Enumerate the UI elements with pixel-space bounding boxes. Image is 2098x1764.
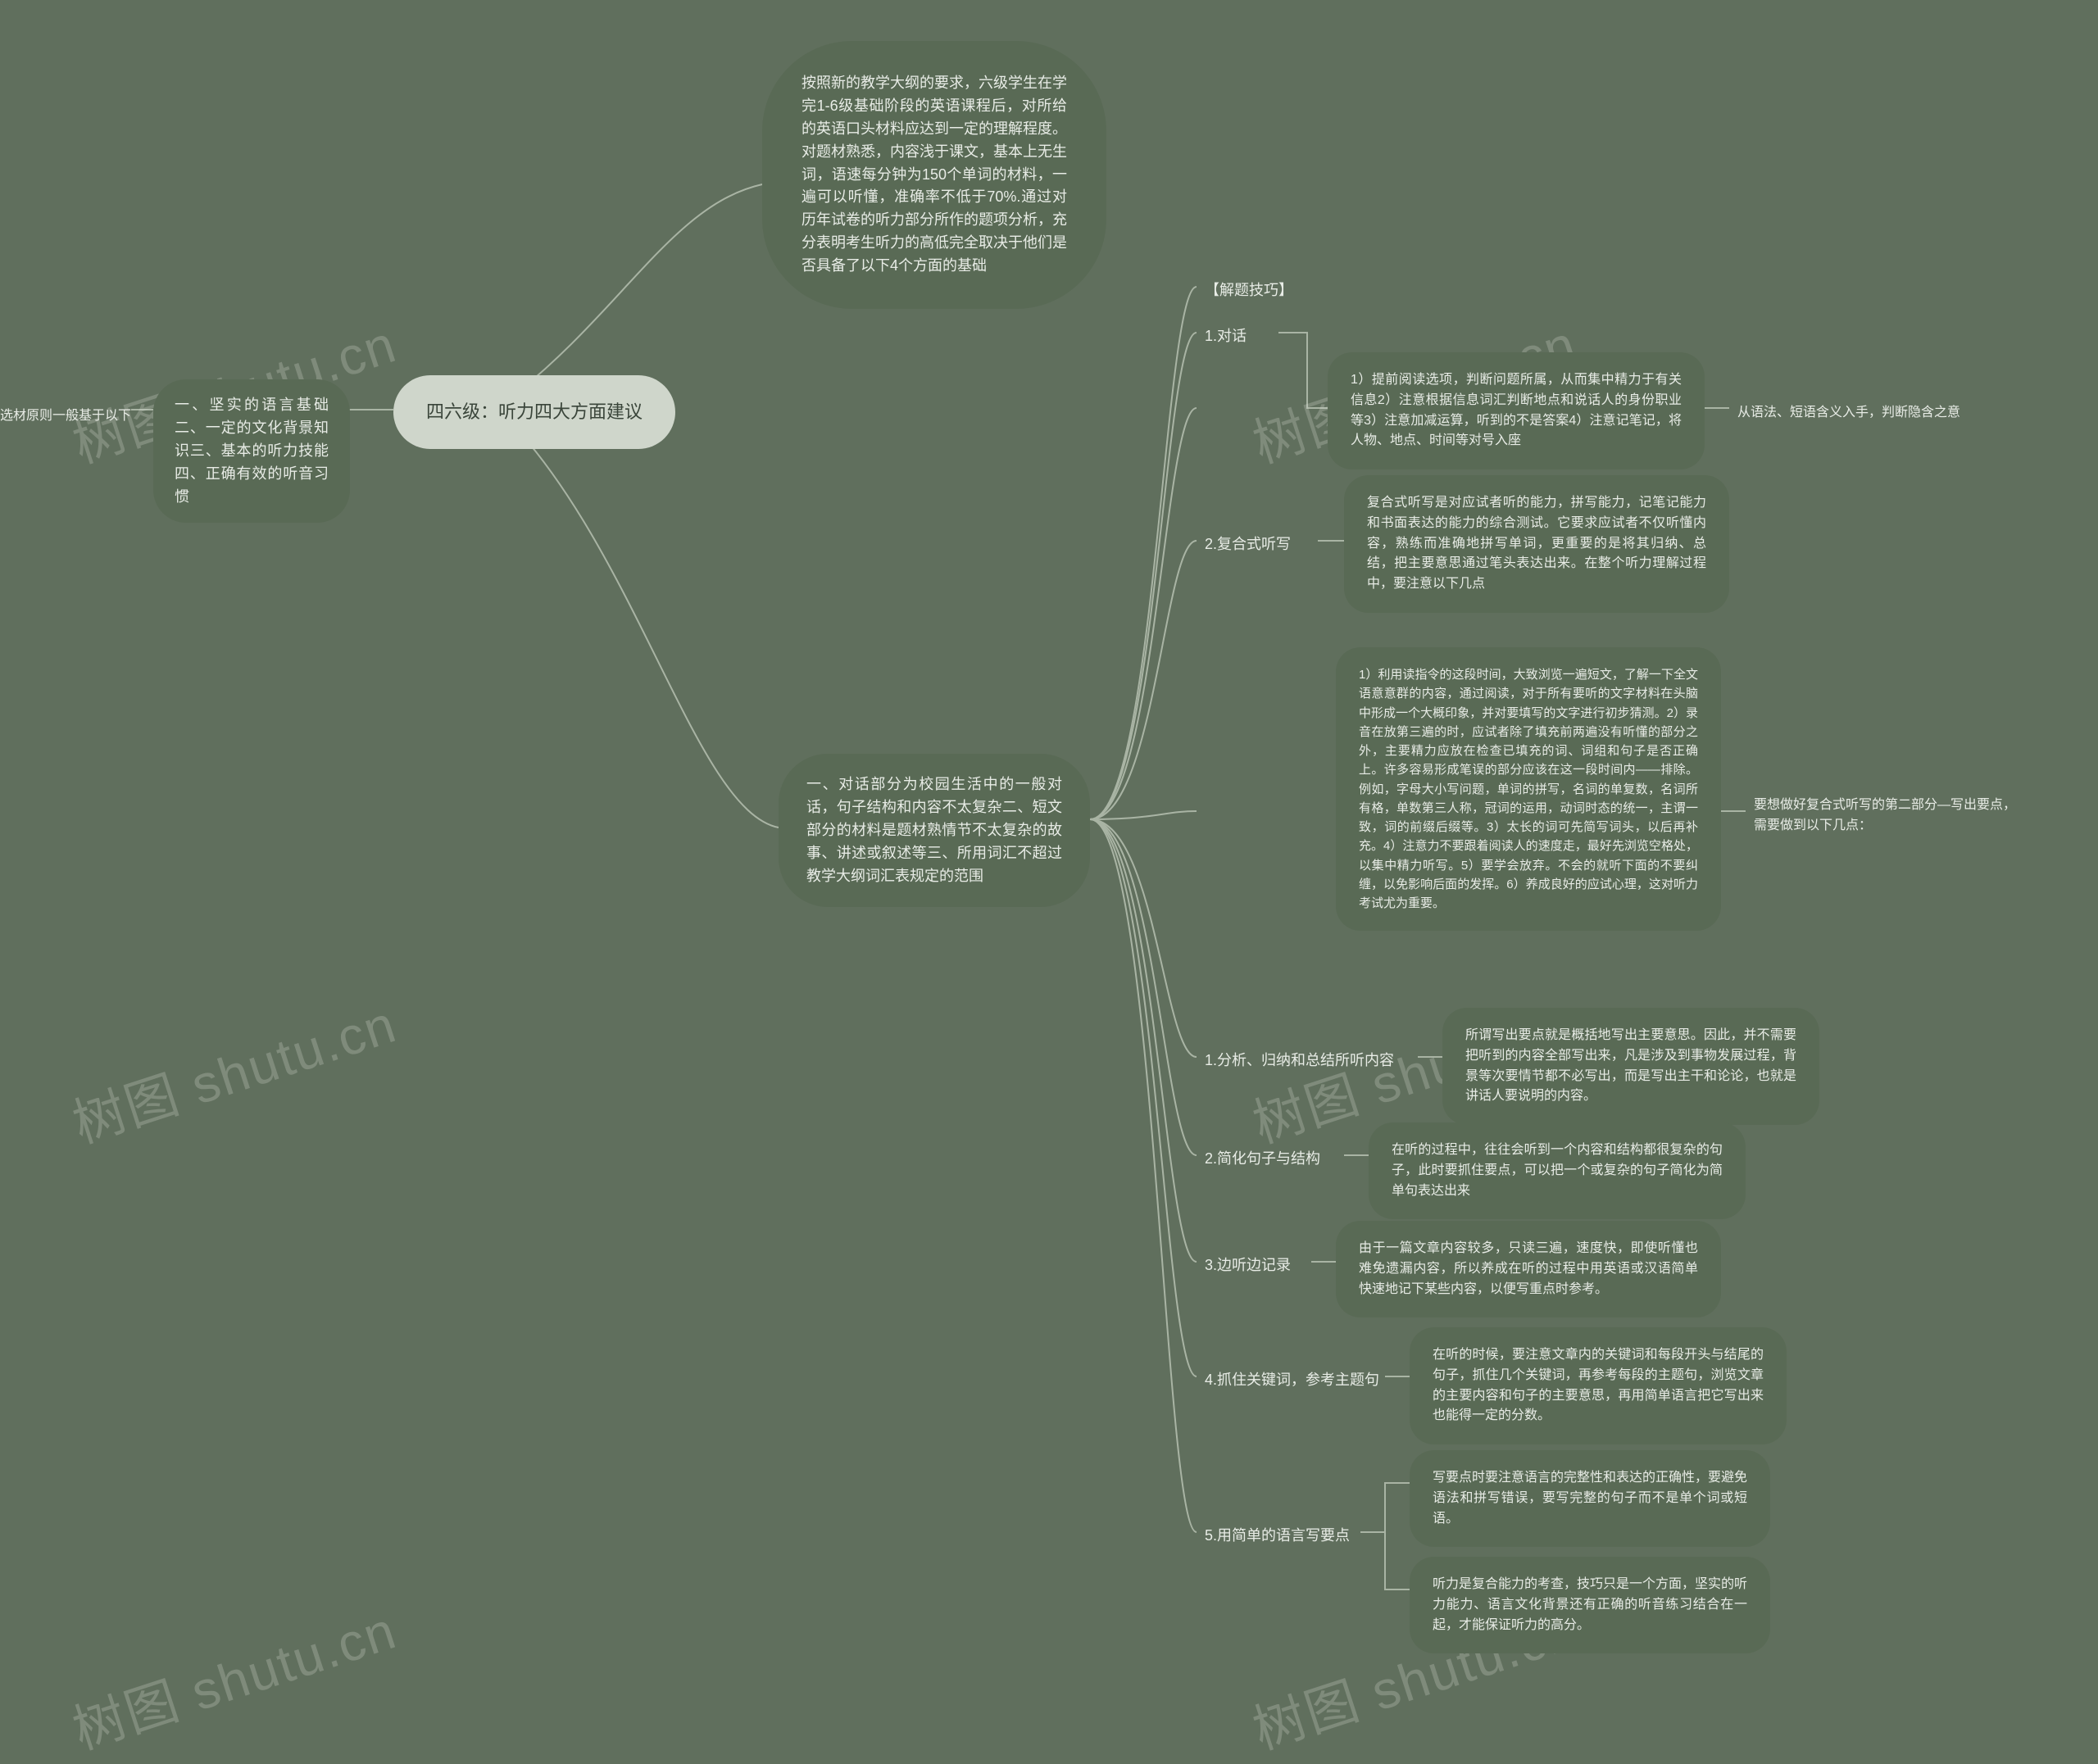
branch-left[interactable]: 一、坚实的语言基础二、一定的文化背景知识三、基本的听力技能四、正确有效的听音习惯 [153, 379, 350, 523]
item-simple-lang-detail: 写要点时要注意语言的完整性和表达的正确性，要避免语法和拼写错误，要写完整的句子而… [1410, 1450, 1770, 1547]
item-simplify-label[interactable]: 2.简化句子与结构 [1197, 1143, 1328, 1176]
item-keyword-detail: 在听的时候，要注意文章内的关键词和每段开头与结尾的句子，抓住几个关键词，再参考每… [1410, 1327, 1787, 1444]
item-dialogue-detail: 1）提前阅读选项，判断问题所属，从而集中精力于有关信息2）注意根据信息词汇判断地… [1328, 352, 1705, 469]
item-dialogue-tip: 从语法、短语含义入手，判断隐含之意 [1729, 398, 1969, 429]
branch-top[interactable]: 按照新的教学大纲的要求，六级学生在学完1-6级基础阶段的英语课程后，对所给的英语… [762, 41, 1106, 309]
item-record-label[interactable]: 3.边听边记录 [1197, 1249, 1299, 1282]
item-compound-steps-tip: 要想做好复合式听写的第二部分—写出要点，需要做到以下几点： [1746, 791, 2024, 841]
item-simplify-detail: 在听的过程中，往往会听到一个内容和结构都很复杂的句子，此时要抓住要点，可以把一个… [1369, 1122, 1746, 1219]
branch-section[interactable]: 一、对话部分为校园生活中的一般对话，句子结构和内容不太复杂二、短文部分的材料是题… [779, 754, 1090, 907]
item-compound-steps: 1）利用读指令的这段时间，大致浏览一遍短文，了解一下全文语意意群的内容，通过阅读… [1336, 647, 1721, 931]
item-keyword-label[interactable]: 4.抓住关键词，参考主题句 [1197, 1364, 1387, 1397]
item-simple-lang-detail2: 听力是复合能力的考查，技巧只是一个方面，坚实的听力能力、语言文化背景还有正确的听… [1410, 1557, 1770, 1653]
watermark: 树图 shutu.cn [62, 1589, 405, 1764]
item-dialogue-label[interactable]: 1.对话 [1197, 320, 1255, 353]
item-analyze-detail: 所谓写出要点就是概括地写出主要意思。因此，并不需要把听到的内容全部写出来，凡是涉… [1442, 1008, 1819, 1125]
branch-left-detail: 听力材料的选材原则一般基于以下三点： [0, 401, 139, 452]
item-simple-lang-label[interactable]: 5.用简单的语言写要点 [1197, 1520, 1358, 1553]
item-tips-header: 【解题技巧】 [1197, 274, 1301, 307]
item-record-detail: 由于一篇文章内容较多，只读三遍，速度快，即使听懂也难免遗漏内容，所以养成在听的过… [1336, 1221, 1721, 1317]
item-compound-detail: 复合式听写是对应试者听的能力，拼写能力，记笔记能力和书面表达的能力的综合测试。它… [1344, 475, 1729, 613]
item-analyze-label[interactable]: 1.分析、归纳和总结所听内容 [1197, 1045, 1402, 1077]
root-node[interactable]: 四六级：听力四大方面建议 [393, 375, 675, 449]
watermark: 树图 shutu.cn [62, 982, 405, 1158]
item-compound-label[interactable]: 2.复合式听写 [1197, 528, 1299, 561]
